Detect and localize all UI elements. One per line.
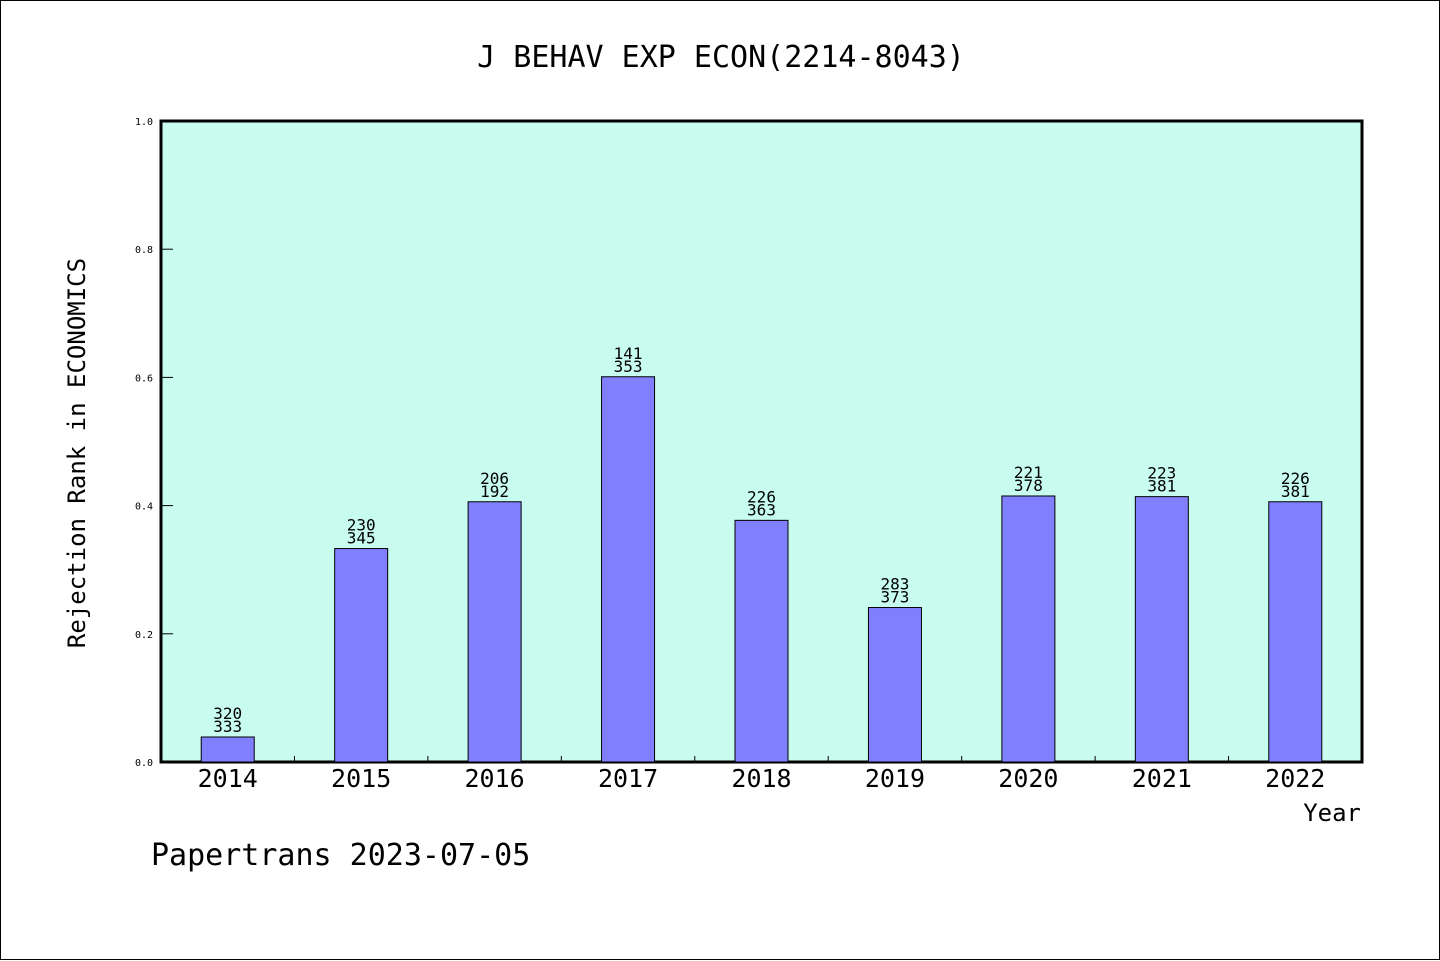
y-axis: 0.0 0.2 0.4 0.6 0.8 1.0 (135, 117, 173, 769)
bar-label-top-2021: 223 (1147, 464, 1176, 483)
bar-label-top-2018: 226 (747, 487, 776, 506)
bar-2022 (1268, 501, 1323, 763)
bar-label-top-2019: 283 (880, 575, 909, 594)
x-tick-label-2018: 2018 (731, 764, 791, 793)
bar-label-bottom-2018: 363 (747, 500, 776, 519)
x-tick-label-2015: 2015 (331, 764, 391, 793)
chart-title: J BEHAV EXP ECON(2214-8043) (477, 40, 965, 75)
y-tick-label: 0.4 (135, 502, 153, 513)
x-tick-label-2022: 2022 (1265, 764, 1325, 793)
x-axis: 2014 2015 2016 2017 2018 2019 2020 2021 2022 (198, 756, 1325, 793)
x-tick-label-2014: 2014 (198, 764, 258, 793)
y-tick-label: 0.6 (135, 373, 153, 384)
footer-credit: Papertrans 2023-07-05 (151, 838, 530, 873)
bar-2015 (334, 548, 389, 763)
bar-label-group: 3203332303452061921413532263632833732213… (213, 344, 1309, 736)
bar-label-bottom-2019: 373 (880, 588, 909, 607)
bar-2021 (1134, 496, 1189, 763)
y-tick-label: 1.0 (135, 117, 153, 128)
bar-label-top-2015: 230 (347, 516, 376, 535)
bar-2020 (1001, 495, 1056, 763)
bar-group (200, 376, 1323, 763)
y-tick-label: 0.8 (135, 245, 153, 256)
bar-label-bottom-2015: 345 (347, 529, 376, 548)
y-tick-label: 0.0 (135, 758, 153, 769)
x-axis-label: Year (1303, 799, 1361, 827)
y-tick-label: 0.2 (135, 630, 153, 641)
x-tick-label-2021: 2021 (1132, 764, 1192, 793)
bar-label-bottom-2014: 333 (213, 717, 242, 736)
bar-2017 (601, 376, 656, 763)
bar-label-bottom-2022: 381 (1281, 482, 1310, 501)
bar-label-top-2014: 320 (213, 704, 242, 723)
bar-label-bottom-2017: 353 (614, 357, 643, 376)
bar-label-bottom-2016: 192 (480, 482, 509, 501)
bar-label-top-2016: 206 (480, 469, 509, 488)
bar-label-bottom-2021: 381 (1147, 477, 1176, 496)
bar-2019 (867, 607, 922, 763)
bar-label-top-2022: 226 (1281, 469, 1310, 488)
bar-label-top-2020: 221 (1014, 463, 1043, 482)
bar-2016 (467, 501, 522, 763)
x-tick-label-2020: 2020 (998, 764, 1058, 793)
x-tick-label-2019: 2019 (865, 764, 925, 793)
bar-2018 (734, 519, 789, 763)
y-axis-label: Rejection Rank in ECONOMICS (63, 258, 91, 648)
x-tick-label-2017: 2017 (598, 764, 658, 793)
bar-label-bottom-2020: 378 (1014, 476, 1043, 495)
bar-label-top-2017: 141 (614, 344, 643, 363)
x-tick-label-2016: 2016 (465, 764, 525, 793)
bar-2014 (200, 736, 255, 763)
